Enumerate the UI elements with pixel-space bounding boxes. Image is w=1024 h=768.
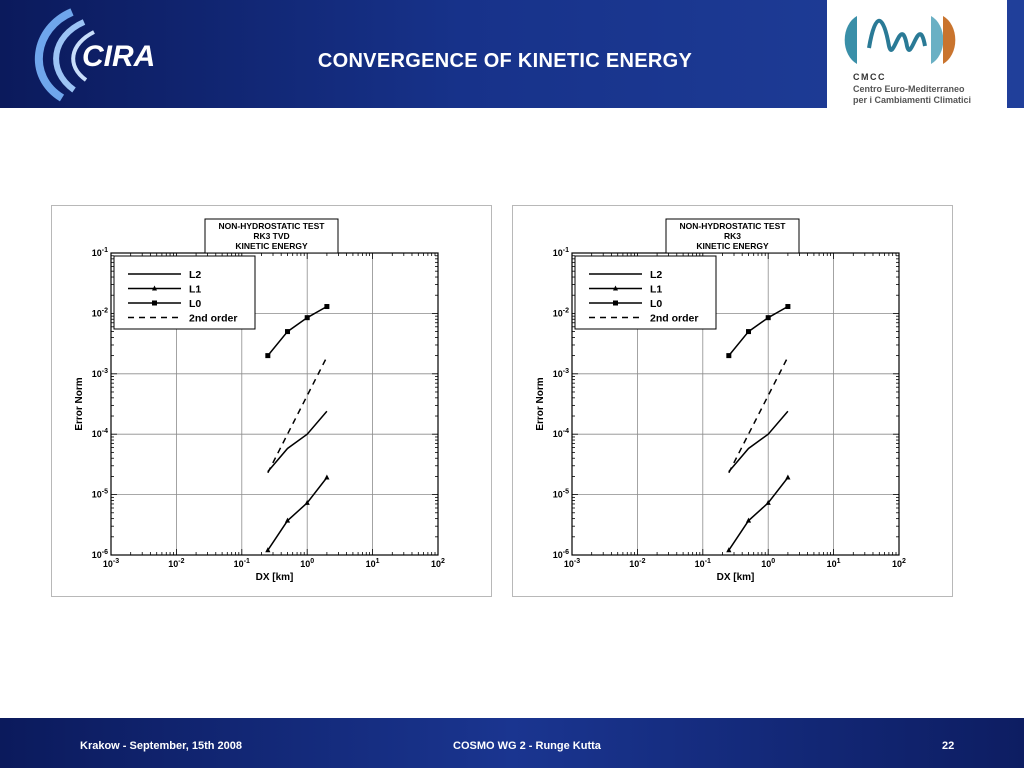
data-point-triangle (304, 499, 310, 505)
data-point-square (324, 304, 330, 310)
data-point-triangle (785, 474, 791, 480)
y-tick-label: 10-5 (553, 489, 569, 500)
y-axis-label: Error Norm (74, 377, 85, 430)
chart-panel-left: 10-3 10-2 10-1 100 101 102 10-6 10-5 10-4 10-3 10-… (51, 205, 492, 597)
convergence-chart-rk3-tvd: 10-3 10-2 10-1 100 101 102 10-6 10-5 10-4 10-3 10-… (74, 218, 445, 583)
x-tick-label: 100 (300, 558, 314, 569)
legend-label: L0 (650, 298, 662, 310)
chart-panel-right: 10-3 10-2 10-1 100 101 102 10-6 10-5 10-4 10-3 10-… (512, 205, 953, 597)
cmcc-logo-box: CMCC Centro Euro-Mediterraneo per i Camb… (827, 0, 1007, 108)
cira-logo-text: CIRA (82, 40, 155, 73)
y-axis-label: Error Norm (535, 377, 546, 430)
chart-title-line: NON-HYDROSTATIC TEST (219, 221, 326, 231)
x-axis-label: DX [km] (256, 572, 294, 583)
data-point-triangle (265, 547, 271, 553)
y-tick-label: 10-6 (553, 549, 569, 560)
legend-label: L1 (189, 284, 201, 296)
x-tick-label: 101 (827, 558, 841, 569)
data-point-square (746, 329, 752, 335)
y-tick-label: 10-1 (92, 247, 108, 258)
series-line-2nd-order (728, 356, 789, 474)
chart-title-line: KINETIC ENERGY (696, 241, 769, 251)
legend-label: 2nd order (189, 313, 237, 325)
x-tick-label: 10-1 (695, 558, 711, 569)
x-tick-label: 10-2 (168, 558, 184, 569)
data-point-triangle (726, 547, 732, 553)
cira-swoosh-3 (71, 30, 95, 82)
series-line-2nd-order (267, 356, 328, 474)
x-tick-label: 102 (431, 558, 445, 569)
cira-swoosh-1 (34, 8, 74, 102)
y-tick-label: 10-3 (92, 368, 108, 379)
series-line-l0 (267, 305, 328, 357)
y-tick-label: 10-4 (92, 428, 108, 439)
x-tick-label: 100 (761, 558, 775, 569)
x-tick-label: 10-3 (103, 558, 119, 569)
legend-marker-triangle (152, 285, 157, 291)
convergence-chart-rk3: 10-3 10-2 10-1 100 101 102 10-6 10-5 10-4 10-3 10-… (535, 218, 906, 583)
y-tick-label: 10-1 (553, 247, 569, 258)
x-tick-label: 10-2 (629, 558, 645, 569)
footer-event: Krakow - September, 15th 2008 (80, 740, 243, 752)
series-line-l0 (728, 305, 789, 357)
y-tick-label: 10-3 (553, 368, 569, 379)
chart-title-line: RK3 TVD (253, 231, 289, 241)
chart-title-line: KINETIC ENERGY (235, 241, 308, 251)
legend-box (574, 255, 717, 330)
y-tick-label: 10-2 (92, 307, 108, 318)
x-tick-label: 10-3 (564, 558, 580, 569)
chart-title-box (204, 218, 339, 254)
data-point-triangle (745, 517, 752, 523)
y-tick-label: 10-6 (92, 549, 108, 560)
page-title: CONVERGENCE OF KINETIC ENERGY (317, 50, 693, 72)
legend-label: L1 (650, 284, 662, 296)
data-point-triangle (765, 499, 771, 505)
series-line-l2 (267, 410, 328, 473)
data-point-square (265, 353, 271, 359)
cmcc-acronym: CMCC (853, 72, 886, 82)
footer-topic: COSMO WG 2 - Runge Kutta (453, 740, 601, 752)
y-tick-label: 10-2 (553, 307, 569, 318)
legend-marker-square (613, 300, 618, 306)
legend-marker-square (152, 300, 157, 306)
x-tick-label: 101 (366, 558, 380, 569)
legend-marker-triangle (613, 285, 618, 291)
series-line-l1 (267, 477, 328, 551)
data-point-square (785, 304, 791, 310)
series-line-l2 (728, 410, 789, 473)
data-point-triangle (324, 474, 330, 480)
series-line-l1 (728, 477, 789, 551)
y-tick-label: 10-5 (92, 489, 108, 500)
data-point-square (726, 353, 732, 359)
chart-title-box (665, 218, 800, 254)
data-point-square (285, 329, 291, 335)
cmcc-name-line2: per i Cambiamenti Climatici (853, 95, 972, 105)
data-point-square (304, 315, 310, 321)
x-tick-label: 10-1 (234, 558, 250, 569)
data-point-square (765, 315, 771, 321)
legend-label: L0 (189, 298, 201, 310)
y-tick-label: 10-4 (553, 428, 569, 439)
legend-label: L2 (650, 269, 662, 281)
slide-header: CIRA CONVERGENCE OF KINETIC ENERGY CMCC … (0, 0, 1024, 108)
legend-label: 2nd order (650, 313, 698, 325)
data-point-triangle (284, 517, 291, 523)
chart-title-line: RK3 (724, 231, 741, 241)
cmcc-name-line1: Centro Euro-Mediterraneo (853, 84, 965, 94)
x-axis-label: DX [km] (717, 572, 755, 583)
legend-box (113, 255, 256, 330)
x-tick-label: 102 (892, 558, 906, 569)
slide-footer: Krakow - September, 15th 2008 COSMO WG 2… (0, 718, 1024, 768)
cira-logo: CIRA (34, 8, 155, 102)
cmcc-logo (844, 16, 956, 64)
cira-swoosh-2 (53, 19, 86, 93)
page-number: 22 (942, 740, 955, 752)
legend-label: L2 (189, 269, 201, 281)
chart-title-line: NON-HYDROSTATIC TEST (680, 221, 787, 231)
